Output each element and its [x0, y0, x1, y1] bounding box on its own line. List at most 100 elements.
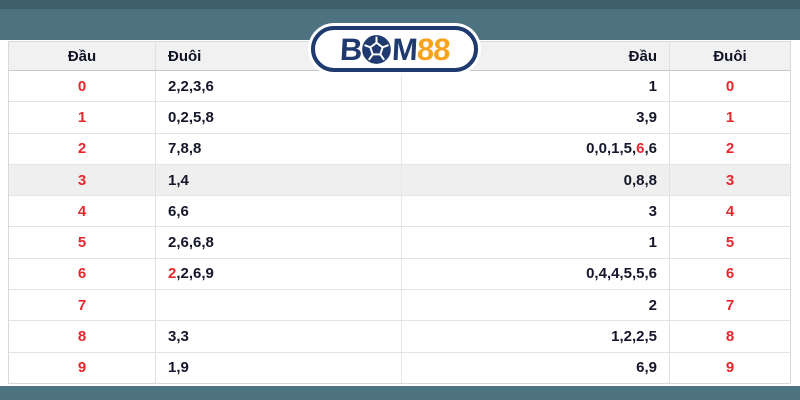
highlighted-digit: 0	[725, 77, 735, 95]
highlighted-digit: 4	[77, 202, 87, 220]
cell-dau-left: 5	[9, 227, 155, 257]
cell-duoi-right: 6	[669, 258, 790, 290]
highlighted-digit: 0	[77, 77, 87, 95]
digits-text: 6,6	[168, 202, 189, 220]
cell-dau-right: 6,9	[401, 352, 669, 383]
table-row: 7 2 7	[9, 289, 790, 321]
table-row: 2 7,8,8 0,0,1,5, 6,6 2	[9, 132, 790, 164]
table-row: 0 2,2,3,6 1 0	[9, 71, 790, 102]
bottom-banner-bar	[0, 386, 800, 400]
digits-text: 2,2,3,6	[168, 77, 214, 95]
cell-dau-right: 3,9	[401, 102, 669, 133]
highlighted-digit: 2	[725, 140, 735, 158]
highlighted-digit: 5	[77, 234, 87, 252]
cell-duoi-left: 2,6,6,8	[155, 227, 401, 258]
cell-dau-left: 0	[9, 71, 155, 101]
digits-text: 2,6,6,8	[168, 234, 214, 252]
digits-text: 0,8,8	[623, 171, 657, 189]
cell-duoi-right: 8	[669, 321, 790, 352]
table-row: 5 2,6,6,8 1 5	[9, 226, 790, 258]
cell-duoi-right: 1	[669, 102, 790, 133]
cell-dau-right: 1	[401, 227, 669, 258]
table-row: 6 2,2,6,9 0,4,4,5,5,6 6	[9, 257, 790, 290]
cell-duoi-left: 7,8,8	[155, 133, 401, 164]
highlighted-digit: 9	[725, 359, 735, 377]
cell-duoi-left: 1,9	[155, 352, 401, 383]
logo-number-88: 88	[415, 31, 451, 67]
cell-dau-right: 0,8,8	[401, 164, 669, 196]
logo-letter-m: M	[391, 31, 418, 67]
cell-dau-left: 3	[9, 165, 155, 195]
cell-duoi-left	[155, 290, 401, 321]
table-row: 1 0,2,5,8 3,9 1	[9, 101, 790, 133]
cell-dau-right: 2	[401, 290, 669, 321]
digits-text: 0,4,4,5,5,6	[586, 265, 657, 283]
cell-duoi-left: 0,2,5,8	[155, 102, 401, 133]
soccer-ball-icon	[362, 34, 391, 64]
highlighted-digit: 9	[77, 359, 87, 377]
cell-dau-left: 1	[9, 102, 155, 132]
digits-text: ,2,6,9	[176, 265, 214, 283]
digits-text: ,6	[644, 140, 657, 158]
highlighted-digit: 1	[725, 108, 735, 126]
header-duoi-left: Đuôi	[155, 42, 401, 70]
digits-text: 1,9	[168, 359, 189, 377]
header-duoi-right: Đuôi	[669, 42, 790, 70]
highlighted-digit: 8	[725, 328, 735, 346]
cell-duoi-right: 9	[669, 352, 790, 383]
highlighted-digit: 2	[168, 265, 177, 283]
highlighted-digit: 6	[725, 265, 735, 283]
highlighted-digit: 3	[77, 171, 87, 189]
highlighted-digit: 6	[636, 140, 645, 158]
digits-text: 6,9	[636, 359, 657, 377]
highlighted-digit: 4	[725, 202, 735, 220]
cell-duoi-left: 1,4	[155, 164, 401, 196]
cell-duoi-right: 2	[669, 133, 790, 164]
cell-duoi-left: 2,2,3,6	[155, 71, 401, 102]
highlighted-digit: 3	[725, 171, 735, 189]
cell-dau-right: 0,4,4,5,5,6	[401, 258, 669, 290]
digits-text: 3	[648, 202, 657, 220]
cell-duoi-left: 6,6	[155, 196, 401, 227]
digits-text: 0,0,1,5,	[586, 140, 637, 158]
head-tail-results-table: Đầu Đuôi Đầu Đuôi 0 2,2,3,6 1 0 1 0,2,5,8 3,9 1…	[8, 41, 791, 384]
cell-duoi-right: 4	[669, 196, 790, 227]
digits-text: 0,2,5,8	[168, 108, 214, 126]
logo-letter-b: B	[338, 31, 362, 67]
highlighted-digit: 5	[725, 234, 735, 252]
table-row: 9 1,9 6,9 9	[9, 351, 790, 383]
cell-dau-right: 1	[401, 71, 669, 102]
table-row: 8 3,3 1,2,2,5 8	[9, 320, 790, 352]
cell-duoi-left: 2,2,6,9	[155, 258, 401, 290]
highlighted-digit: 7	[725, 296, 735, 314]
cell-duoi-right: 3	[669, 164, 790, 196]
cell-duoi-right: 0	[669, 71, 790, 102]
digits-text: 1,2,2,5	[611, 328, 657, 346]
highlighted-digit: 8	[77, 328, 87, 346]
bom88-logo[interactable]: B M 88	[311, 26, 478, 72]
cell-dau-right: 1,2,2,5	[401, 321, 669, 352]
highlighted-digit: 1	[77, 108, 87, 126]
table-row: 3 1,4 0,8,8 3	[9, 163, 790, 196]
digits-text: 1	[648, 234, 657, 252]
cell-dau-right: 3	[401, 196, 669, 227]
highlighted-digit: 2	[77, 140, 87, 158]
digits-text: 7,8,8	[168, 140, 202, 158]
cell-dau-left: 2	[9, 134, 155, 164]
header-dau-left: Đầu	[67, 47, 97, 65]
digits-text: 1,4	[168, 171, 189, 189]
cell-dau-right: 0,0,1,5, 6,6	[401, 133, 669, 164]
highlighted-digit: 6	[77, 265, 87, 283]
cell-duoi-right: 7	[669, 290, 790, 321]
cell-dau-left: 6	[9, 259, 155, 289]
cell-dau-left: 9	[9, 353, 155, 383]
cell-duoi-left: 3,3	[155, 321, 401, 352]
digits-text: 3,3	[168, 328, 189, 346]
cell-dau-left: 7	[9, 290, 155, 320]
table-body: 0 2,2,3,6 1 0 1 0,2,5,8 3,9 1 2 7,8,8 0,0,1,5, 6,6 2…	[9, 71, 790, 383]
digits-text: 1	[648, 77, 657, 95]
cell-duoi-right: 5	[669, 227, 790, 258]
digits-text: 2	[648, 296, 657, 314]
highlighted-digit: 7	[77, 296, 87, 314]
cell-dau-left: 8	[9, 321, 155, 351]
